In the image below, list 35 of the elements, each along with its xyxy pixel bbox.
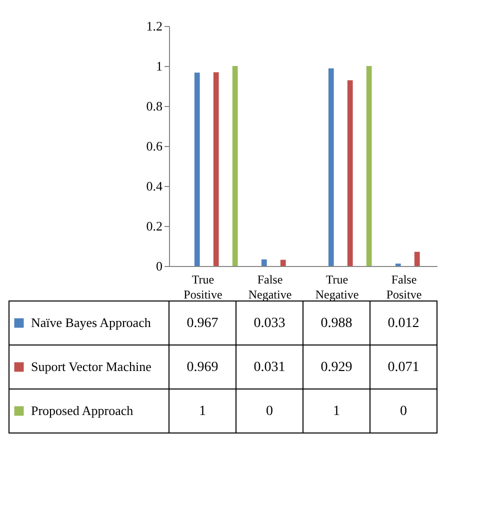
bar xyxy=(366,66,372,266)
bar xyxy=(232,66,238,266)
y-tick-label: 0.6 xyxy=(146,138,163,154)
y-tick-label: 0.8 xyxy=(146,98,162,114)
y-tick-label: 0.4 xyxy=(146,178,163,194)
y-tick-label: 1.2 xyxy=(146,18,162,34)
data-label: 1 xyxy=(333,404,340,419)
data-label: 0 xyxy=(400,404,407,419)
data-label: 1 xyxy=(199,404,206,419)
data-label: 0.031 xyxy=(254,360,286,375)
bar xyxy=(194,72,200,266)
data-label: 0.929 xyxy=(320,360,352,375)
x-tick-label: False Positve xyxy=(386,272,422,302)
y-tick-label: 0.2 xyxy=(146,218,162,234)
data-label: 0.988 xyxy=(320,316,352,331)
bar xyxy=(414,252,420,266)
x-tick-label: True Positive xyxy=(184,272,222,302)
data-label: 0.033 xyxy=(254,316,286,331)
data-label: 0 xyxy=(266,404,273,419)
legend-label: Proposed Approach xyxy=(31,403,134,418)
bar xyxy=(347,80,353,266)
data-label: 0.969 xyxy=(186,360,218,375)
y-tick-label: 1 xyxy=(156,58,162,74)
bar xyxy=(261,259,267,266)
x-tick-label: False Negative xyxy=(248,272,292,302)
data-label: 0.012 xyxy=(388,316,420,331)
y-tick-label: 0 xyxy=(156,258,162,274)
bar xyxy=(213,72,219,266)
data-label: 0.071 xyxy=(388,360,420,375)
bar xyxy=(328,68,334,266)
legend-label: Suport Vector Machine xyxy=(31,359,152,374)
data-label: 0.967 xyxy=(186,316,218,331)
bar xyxy=(280,260,286,266)
x-tick-label: True Negative xyxy=(315,272,359,302)
legend-label: Naïve Bayes Approach xyxy=(31,315,152,330)
